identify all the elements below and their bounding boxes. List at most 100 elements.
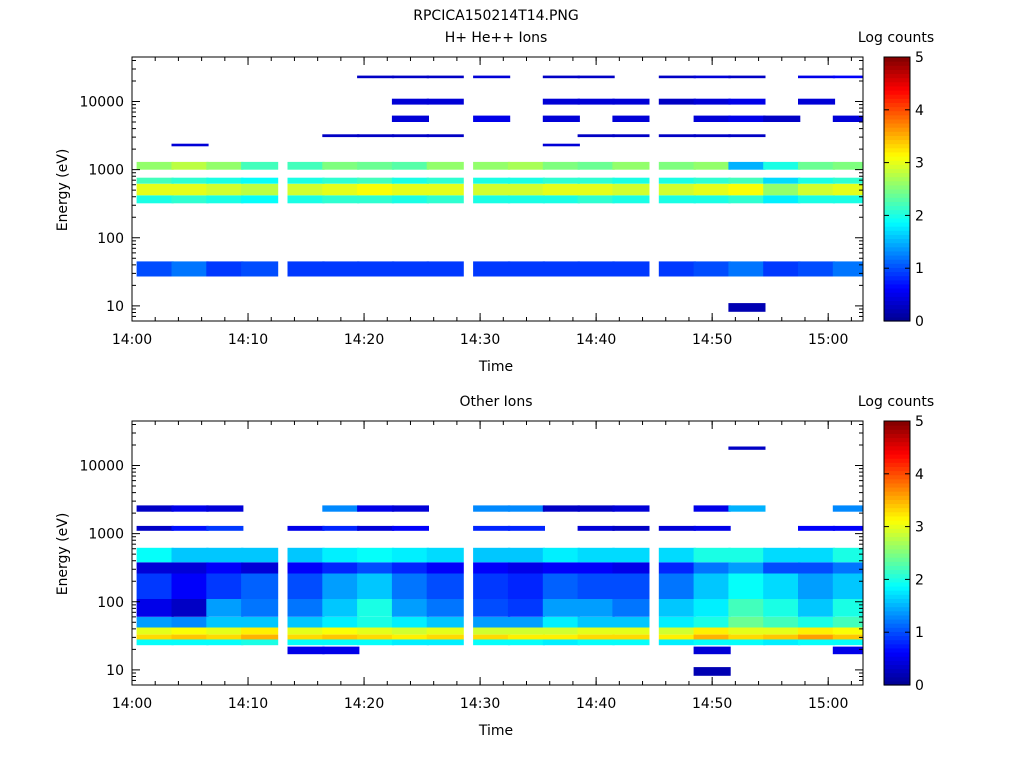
colorbar-swatch	[884, 201, 910, 207]
heatmap-cell	[658, 573, 696, 599]
heatmap-cell	[507, 161, 545, 170]
colorbar-swatch	[884, 308, 910, 314]
heatmap-cell	[322, 634, 360, 640]
y-tick-label: 10000	[79, 95, 124, 111]
heatmap-cell	[577, 75, 615, 79]
colorbar-tick-label: 2	[915, 572, 924, 588]
heatmap-cell	[612, 634, 650, 640]
heatmap-cell	[322, 616, 360, 628]
heatmap-cell	[322, 562, 360, 574]
colorbar-swatch	[884, 532, 910, 538]
heatmap-cell	[357, 547, 395, 563]
heatmap-cell	[206, 505, 244, 512]
heatmap-cell	[728, 177, 766, 184]
x-axis-label: Time	[478, 723, 513, 739]
heatmap-cell	[507, 505, 545, 512]
heatmap-cell	[658, 616, 696, 628]
heatmap-cell	[473, 115, 511, 122]
heatmap-cell	[798, 183, 836, 196]
heatmap-cell	[322, 505, 360, 512]
heatmap-cell	[542, 98, 580, 105]
heatmap-cell	[658, 75, 696, 79]
heatmap-cell	[357, 195, 395, 204]
heatmap-cell	[832, 639, 863, 646]
heatmap-cell	[507, 634, 545, 640]
heatmap-cell	[473, 75, 511, 79]
colorbar-swatch	[884, 619, 910, 624]
colorbar-swatch	[884, 275, 910, 281]
colorbar-swatch	[884, 81, 910, 87]
heatmap-cell	[507, 598, 545, 617]
y-tick-label: 100	[97, 231, 124, 247]
heatmap-cells	[136, 446, 863, 676]
heatmap-cell	[473, 573, 511, 599]
heatmap-cell	[728, 573, 766, 599]
heatmap-cell	[612, 115, 650, 122]
colorbar-swatch	[884, 515, 910, 521]
heatmap-cell	[577, 161, 615, 170]
colorbar-swatch	[884, 77, 910, 83]
colorbar-swatch	[884, 606, 910, 612]
colorbar-tick-label: 4	[915, 103, 924, 119]
heatmap-cell	[763, 562, 801, 574]
y-tick-label: 10	[106, 299, 124, 315]
colorbar-swatch	[884, 304, 910, 310]
colorbar-swatch	[884, 495, 910, 500]
heatmap-cell	[728, 598, 766, 617]
heatmap-cell	[136, 639, 174, 646]
heatmap-cell	[798, 261, 836, 277]
y-tick-label: 10	[106, 663, 124, 679]
heatmap-cell	[612, 547, 650, 563]
heatmap-cell	[542, 183, 580, 196]
heatmap-cell	[763, 616, 801, 628]
colorbar-swatch	[884, 557, 910, 562]
heatmap-cell	[728, 75, 766, 79]
colorbar-swatch	[884, 57, 910, 62]
heatmap-cell	[507, 525, 545, 531]
heatmap-cell	[507, 261, 545, 277]
heatmap-cell	[136, 547, 174, 563]
heatmap-cell	[798, 177, 836, 184]
colorbar-swatch	[884, 643, 910, 649]
colorbar-swatch	[884, 197, 910, 202]
heatmap-cell	[612, 98, 650, 105]
heatmap-cell	[612, 525, 650, 531]
colorbar-swatch	[884, 660, 910, 665]
heatmap-cell	[693, 161, 731, 170]
colorbar-swatch	[884, 131, 910, 136]
colorbar-swatch	[884, 586, 910, 591]
heatmap-cell	[728, 562, 766, 574]
heatmap-cell	[577, 639, 615, 646]
colorbar-swatch	[884, 647, 910, 653]
heatmap-cell	[426, 547, 464, 563]
colorbar-swatch	[884, 528, 910, 533]
heatmap-cell	[693, 616, 731, 628]
heatmap-cell	[322, 573, 360, 599]
heatmap-cell	[693, 646, 731, 655]
colorbar-swatch	[884, 94, 910, 99]
heatmap-cell	[206, 195, 244, 204]
heatmap-cell	[473, 639, 511, 646]
colorbar-swatch	[884, 458, 910, 463]
colorbar-swatch	[884, 577, 910, 583]
heatmap-cell	[391, 562, 429, 574]
colorbar-swatch	[884, 474, 910, 480]
heatmap-cells	[136, 75, 863, 312]
y-axis-label: Energy (eV)	[55, 513, 71, 596]
colorbar-swatch	[884, 156, 910, 161]
colorbar-swatch	[884, 172, 910, 178]
heatmap-cell	[728, 627, 766, 635]
colorbar-swatch	[884, 433, 910, 439]
heatmap-cell	[473, 634, 511, 640]
heatmap-cell	[426, 634, 464, 640]
heatmap-cell	[241, 616, 279, 628]
x-tick-label: 14:40	[576, 696, 616, 712]
heatmap-cell	[322, 177, 360, 184]
plot-frame	[131, 56, 864, 322]
colorbar-swatch	[884, 672, 910, 678]
heatmap-cell	[206, 634, 244, 640]
heatmap-cell	[542, 627, 580, 635]
heatmap-cell	[507, 627, 545, 635]
heatmap-cell	[357, 573, 395, 599]
colorbar-swatch	[884, 590, 910, 595]
